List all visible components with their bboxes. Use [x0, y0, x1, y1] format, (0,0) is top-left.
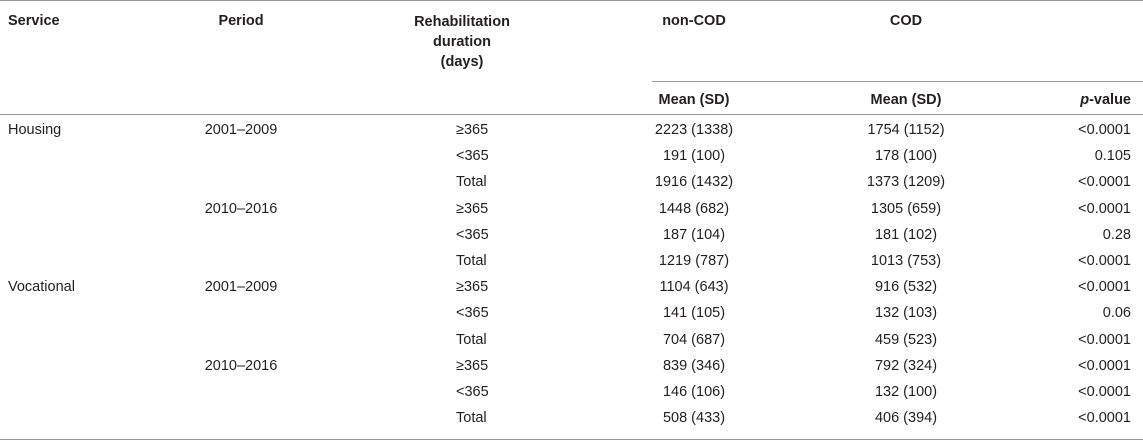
cell-cod: 792 (324) — [874, 357, 938, 374]
header-rule — [0, 114, 1143, 115]
cell-duration: <365 — [456, 226, 489, 243]
header-non-cod: non-COD — [662, 13, 726, 29]
cell-duration: <365 — [456, 384, 489, 400]
header-pvalue-rest: -value — [1089, 92, 1131, 108]
cell-period: 2010–2016 — [204, 200, 278, 217]
cell-cod: 181 (102) — [874, 226, 938, 243]
cell-pvalue: <0.0001 — [1078, 174, 1131, 191]
cell-noncod: 839 (346) — [662, 357, 726, 374]
cell-cod: 132 (100) — [874, 384, 938, 400]
cell-service: Housing — [8, 122, 62, 138]
cell-service: Vocational — [8, 279, 75, 296]
header-cod: COD — [889, 13, 923, 29]
cell-noncod: 191 (100) — [662, 148, 726, 165]
cell-noncod: 1219 (787) — [658, 253, 730, 269]
cell-pvalue: 0.28 — [1102, 226, 1131, 243]
cell-cod: 459 (523) — [874, 331, 938, 348]
cell-cod: 1013 (753) — [870, 253, 942, 269]
cell-duration: Total — [456, 253, 487, 269]
cell-cod: 406 (394) — [874, 410, 938, 427]
header-rehabilitation-duration: Rehabilitation duration (days) — [414, 12, 510, 72]
cell-noncod: 141 (105) — [662, 305, 726, 322]
cell-cod: 132 (103) — [874, 305, 938, 322]
top-rule — [0, 0, 1143, 1]
cell-duration: ≥365 — [456, 279, 489, 296]
cell-period: 2010–2016 — [204, 357, 278, 374]
cell-duration: ≥365 — [456, 200, 489, 217]
cell-cod: 916 (532) — [874, 279, 938, 296]
cell-cod: 1754 (1152) — [867, 122, 945, 138]
cell-duration: <365 — [456, 305, 489, 322]
cell-cod: 1373 (1209) — [866, 174, 946, 191]
cell-noncod: 704 (687) — [662, 331, 726, 348]
header-rehab-line: Rehabilitation — [414, 14, 510, 30]
cell-period: 2001–2009 — [204, 122, 278, 138]
cell-cod: 178 (100) — [874, 148, 938, 165]
header-pvalue-p: p — [1080, 92, 1090, 108]
bottom-rule — [0, 439, 1143, 440]
cell-noncod: 1448 (682) — [658, 200, 730, 217]
cell-noncod: 187 (104) — [662, 226, 726, 243]
cell-pvalue: <0.0001 — [1078, 253, 1131, 269]
header-rehab-line: duration — [433, 34, 491, 50]
header-period: Period — [218, 13, 264, 29]
cell-duration: Total — [456, 410, 487, 427]
cell-pvalue: 0.105 — [1094, 148, 1131, 165]
cell-noncod: 2223 (1338) — [654, 122, 734, 138]
cell-cod: 1305 (659) — [870, 200, 942, 217]
cell-duration: <365 — [456, 148, 489, 165]
cell-duration: Total — [456, 174, 487, 191]
cell-pvalue: <0.0001 — [1078, 410, 1131, 427]
cell-noncod: 1104 (643) — [659, 279, 729, 296]
cell-noncod: 508 (433) — [662, 410, 726, 427]
header-mean-sd-noncod: Mean (SD) — [658, 92, 730, 108]
cell-pvalue: <0.0001 — [1078, 200, 1131, 217]
group-rule — [652, 81, 1143, 82]
cell-pvalue: <0.0001 — [1078, 331, 1131, 348]
cell-period: 2001–2009 — [204, 279, 278, 296]
header-mean-sd-cod: Mean (SD) — [870, 92, 942, 108]
cell-noncod: 146 (106) — [662, 384, 726, 400]
header-rehab-line: (days) — [440, 54, 484, 70]
cell-pvalue: <0.0001 — [1078, 122, 1131, 138]
header-service: Service — [8, 13, 60, 29]
cell-duration: ≥365 — [456, 122, 489, 138]
header-pvalue: p-value — [1080, 91, 1131, 109]
cell-pvalue: 0.06 — [1102, 305, 1131, 322]
cell-duration: Total — [456, 331, 487, 348]
cell-noncod: 1916 (1432) — [654, 174, 734, 191]
cell-pvalue: <0.0001 — [1078, 384, 1131, 400]
cell-pvalue: <0.0001 — [1078, 357, 1131, 374]
cell-pvalue: <0.0001 — [1078, 279, 1131, 296]
cell-duration: ≥365 — [456, 357, 489, 374]
